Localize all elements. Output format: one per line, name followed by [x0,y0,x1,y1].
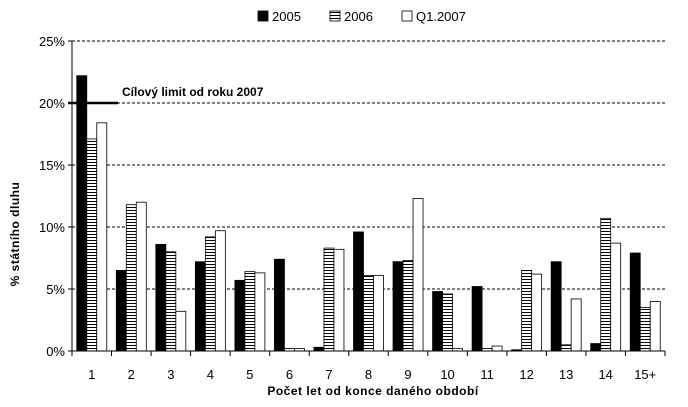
bar-2006-7 [323,247,335,352]
bar-Q1.2007-3 [175,310,187,352]
y-tick-label: 0% [46,344,65,359]
bar-2005-6 [274,258,285,352]
legend-label-2005: 2005 [272,9,301,24]
bar-Q1.2007-13 [570,298,582,352]
y-tick-label: 25% [39,34,65,49]
bar-Q1.2007-2 [135,201,147,352]
bar-2005-4 [194,261,206,352]
bar-2006-14 [600,217,612,352]
legend-label-Q1.2007: Q1.2007 [416,9,466,24]
x-tick-label: 9 [404,367,411,382]
bar-2005-9 [392,261,404,352]
y-axis-title: % státního dluhu [8,182,22,287]
bar-2006-4 [204,236,216,352]
annotation: Cílový limit od roku 2007 [68,85,264,105]
bar-Q1.2007-4 [214,230,226,352]
x-tick-label: 3 [167,367,174,382]
x-tick-label: 2 [128,367,135,382]
bar-2005-1 [76,75,88,352]
y-tick-label: 20% [39,96,65,111]
x-tick-label: 8 [365,367,372,382]
x-tick-label: 10 [440,367,454,382]
y-tick-label: 5% [46,282,65,297]
bar-2006-8 [363,274,374,352]
bar-2005-13 [550,261,562,352]
bar-2006-12 [521,269,533,352]
x-tick-label: 13 [559,367,573,382]
bars [76,75,661,352]
legend-swatch-2005 [257,10,269,22]
tick-labels: 0%5%10%15%20%25%1 2 3 4 5 6 7 8 9 10 11 12 13 14 15+ [39,34,656,382]
x-tick-label: 6 [286,367,293,382]
legend: 2005 2006 Q1.2007 [257,9,466,24]
bar-Q1.2007-8 [373,274,384,352]
x-tick-label: 5 [246,367,253,382]
bar-2005-7 [313,346,325,352]
bar-Q1.2007-14 [610,242,622,352]
bar-2005-14 [590,343,602,352]
bar-Q1.2007-11 [491,345,503,352]
bar-2005-11 [471,286,483,352]
axes [68,40,666,356]
bar-2006-2 [125,204,137,352]
bar-2006-3 [165,251,177,352]
bar-Q1.2007-9 [412,198,424,352]
bar-Q1.2007-1 [96,122,108,352]
legend-swatch-Q1.2007 [401,10,413,22]
bar-Q1.2007-5 [254,272,266,352]
target-limit-label: Cílový limit od roku 2007 [122,85,264,99]
x-tick-label: 12 [519,367,533,382]
bar-2006-1 [86,138,98,352]
legend-swatch-2006 [329,10,341,22]
bar-2005-3 [155,243,167,352]
legend-label-2006: 2006 [344,9,373,24]
bar-2006-13 [560,344,572,352]
bar-Q1.2007-15+ [649,300,661,352]
x-tick-label: 11 [480,367,494,382]
bar-2005-15+ [629,252,641,352]
bar-Q1.2007-12 [531,273,543,352]
y-tick-label: 15% [39,158,65,173]
bar-2006-15+ [639,307,651,352]
bar-2006-5 [244,271,256,352]
x-tick-label: 7 [325,367,332,382]
x-axis-title: Počet let od konce daného období [267,384,479,398]
bar-2005-8 [353,231,364,352]
bar-2006-9 [402,260,414,352]
bar-2005-10 [432,291,443,352]
x-tick-label: 14 [598,367,612,382]
bar-2006-10 [442,293,453,352]
bar-2005-5 [234,279,246,352]
x-tick-label: 1 [88,367,95,382]
x-tick-label: 4 [207,367,214,382]
y-tick-label: 10% [39,220,65,235]
x-tick-label: 15+ [634,367,656,382]
bar-Q1.2007-7 [333,248,345,352]
bar-2005-2 [115,269,127,352]
